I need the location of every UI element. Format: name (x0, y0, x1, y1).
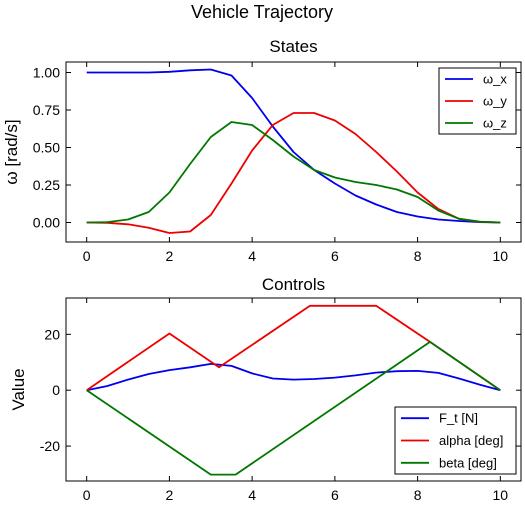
series-line-2 (86, 340, 501, 476)
axes-frame (65, 297, 522, 482)
x-tick-label: 2 (166, 248, 174, 264)
y-tick-label: 0.75 (33, 102, 60, 118)
series-line-0 (86, 68, 501, 224)
figure-title: Vehicle Trajectory (191, 2, 333, 22)
series-group (86, 304, 501, 476)
x-tick-label: 6 (331, 248, 339, 264)
x-tick-label: 4 (248, 487, 256, 503)
y-tick-label: 0.50 (33, 140, 60, 156)
series-line-0 (86, 362, 501, 392)
series-line-2 (86, 121, 501, 224)
x-tick-label: 4 (248, 248, 256, 264)
legend: F_t [N] alpha [deg] beta [deg] (394, 406, 517, 475)
legend-label-2: beta [deg] (439, 455, 497, 470)
x-tick-label: 10 (493, 487, 509, 503)
y-axis-label: Value (9, 368, 28, 410)
series-line-1 (86, 112, 501, 234)
legend-label-0: F_t [N] (439, 411, 478, 426)
states-panel: States ω [rad/s] 0 2 4 6 8 10 0.00 0.25 0.50 0.75 1.… (2, 37, 522, 264)
series-group (86, 68, 501, 234)
panel-title: Controls (262, 275, 325, 294)
axes-frame (65, 61, 522, 243)
x-tick-label: 2 (166, 487, 174, 503)
y-tick-label: 1.00 (33, 65, 60, 81)
x-tick-label: 6 (331, 487, 339, 503)
legend-label-1: ω_y (483, 94, 507, 109)
y-axis-label: ω [rad/s] (2, 119, 21, 184)
controls-panel: Controls Value 0 2 4 6 8 10 -20 0 20 F_t [N] alpha [… (9, 275, 522, 503)
x-tick-label: 0 (83, 487, 91, 503)
legend-label-1: alpha [deg] (439, 433, 503, 448)
y-tick-label: 0.00 (33, 215, 60, 231)
x-tick-label: 0 (83, 248, 91, 264)
legend: ω_x ω_y ω_z (438, 67, 517, 135)
panel-title: States (269, 37, 317, 56)
y-tick-label: 0 (52, 382, 60, 398)
x-tick-label: 8 (414, 487, 422, 503)
legend-label-0: ω_x (483, 72, 507, 87)
y-tick-label: -20 (40, 438, 60, 454)
legend-label-2: ω_z (483, 116, 507, 131)
x-tick-label: 8 (414, 248, 422, 264)
y-tick-label: 0.25 (33, 177, 60, 193)
y-tick-label: 20 (44, 326, 60, 342)
x-tick-label: 10 (493, 248, 509, 264)
